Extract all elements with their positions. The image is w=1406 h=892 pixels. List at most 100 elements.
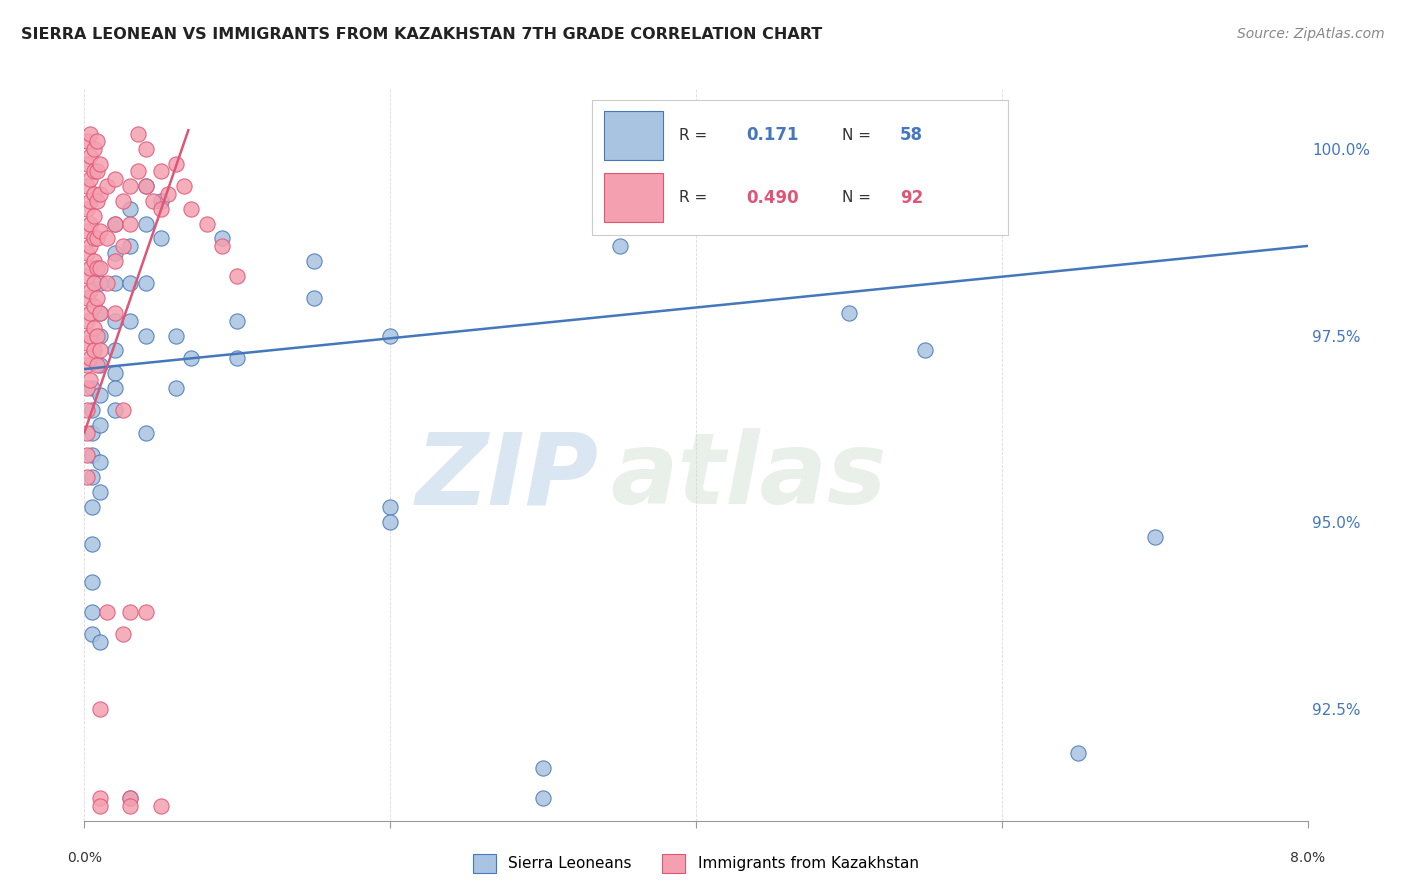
Point bbox=[86, 328, 108, 343]
Point bbox=[79, 351, 101, 365]
Point bbox=[76, 470, 98, 484]
Point bbox=[79, 328, 101, 343]
Point bbox=[838, 306, 860, 320]
Point bbox=[120, 791, 142, 805]
Point bbox=[914, 343, 936, 358]
Point bbox=[104, 217, 127, 231]
Point bbox=[165, 381, 187, 395]
Point bbox=[302, 291, 325, 305]
Point bbox=[135, 277, 157, 291]
Point bbox=[89, 157, 111, 171]
Point bbox=[104, 277, 127, 291]
Point bbox=[89, 186, 111, 201]
Point bbox=[531, 791, 554, 805]
Point bbox=[76, 381, 98, 395]
Point bbox=[149, 798, 172, 813]
Point bbox=[135, 328, 157, 343]
Text: SIERRA LEONEAN VS IMMIGRANTS FROM KAZAKHSTAN 7TH GRADE CORRELATION CHART: SIERRA LEONEAN VS IMMIGRANTS FROM KAZAKH… bbox=[21, 27, 823, 42]
Point bbox=[79, 194, 101, 209]
Point bbox=[79, 127, 101, 141]
Point bbox=[79, 171, 101, 186]
Point bbox=[104, 306, 127, 320]
Point bbox=[86, 291, 108, 305]
Point bbox=[104, 381, 127, 395]
Point bbox=[104, 313, 127, 327]
Point bbox=[135, 142, 157, 156]
Point bbox=[104, 171, 127, 186]
Point bbox=[226, 351, 249, 365]
Point bbox=[96, 277, 118, 291]
Point bbox=[79, 217, 101, 231]
Point bbox=[76, 291, 98, 305]
Point bbox=[302, 253, 325, 268]
Point bbox=[76, 359, 98, 373]
Point bbox=[80, 448, 103, 462]
Point bbox=[120, 239, 142, 253]
Point bbox=[83, 343, 105, 358]
Point bbox=[761, 149, 783, 163]
Legend: Sierra Leoneans, Immigrants from Kazakhstan: Sierra Leoneans, Immigrants from Kazakhs… bbox=[467, 848, 925, 879]
Point bbox=[76, 202, 98, 216]
Point bbox=[86, 231, 108, 245]
Point bbox=[89, 701, 111, 715]
Point bbox=[76, 224, 98, 238]
Text: 0.0%: 0.0% bbox=[67, 851, 101, 865]
Point bbox=[149, 194, 172, 209]
Point bbox=[380, 328, 402, 343]
Point bbox=[89, 328, 111, 343]
Point bbox=[135, 605, 157, 619]
Point bbox=[89, 261, 111, 276]
Point bbox=[135, 179, 157, 194]
Point bbox=[83, 186, 105, 201]
Point bbox=[165, 328, 187, 343]
Point bbox=[104, 403, 127, 417]
Point bbox=[149, 164, 172, 178]
Point bbox=[83, 142, 105, 156]
Point bbox=[89, 485, 111, 500]
Point bbox=[120, 217, 142, 231]
Point bbox=[89, 224, 111, 238]
Point bbox=[531, 761, 554, 775]
Point bbox=[120, 202, 142, 216]
Point bbox=[104, 366, 127, 380]
Point bbox=[120, 277, 142, 291]
Point bbox=[76, 157, 98, 171]
Point bbox=[180, 351, 202, 365]
Point bbox=[120, 791, 142, 805]
Point bbox=[120, 179, 142, 194]
Point bbox=[180, 202, 202, 216]
Point bbox=[135, 425, 157, 440]
Point bbox=[149, 202, 172, 216]
Point bbox=[80, 500, 103, 515]
Point bbox=[83, 164, 105, 178]
Point bbox=[96, 179, 118, 194]
Point bbox=[120, 605, 142, 619]
Point bbox=[1143, 530, 1166, 544]
Point bbox=[111, 403, 134, 417]
Point bbox=[111, 627, 134, 641]
Point bbox=[86, 164, 108, 178]
Point bbox=[86, 135, 108, 149]
Point bbox=[79, 373, 101, 387]
Point bbox=[79, 284, 101, 298]
Text: Source: ZipAtlas.com: Source: ZipAtlas.com bbox=[1237, 27, 1385, 41]
Point bbox=[135, 217, 157, 231]
Point bbox=[80, 381, 103, 395]
Point bbox=[1067, 747, 1090, 761]
Point bbox=[80, 627, 103, 641]
Point bbox=[89, 306, 111, 320]
Point bbox=[380, 515, 402, 529]
Point bbox=[79, 261, 101, 276]
Point bbox=[104, 246, 127, 260]
Point bbox=[76, 268, 98, 283]
Point bbox=[104, 343, 127, 358]
Point bbox=[89, 277, 111, 291]
Point bbox=[89, 418, 111, 433]
Point bbox=[104, 217, 127, 231]
Point bbox=[83, 253, 105, 268]
Point bbox=[86, 261, 108, 276]
Text: ZIP: ZIP bbox=[415, 428, 598, 525]
Point bbox=[96, 231, 118, 245]
Point bbox=[89, 798, 111, 813]
Text: atlas: atlas bbox=[610, 428, 887, 525]
